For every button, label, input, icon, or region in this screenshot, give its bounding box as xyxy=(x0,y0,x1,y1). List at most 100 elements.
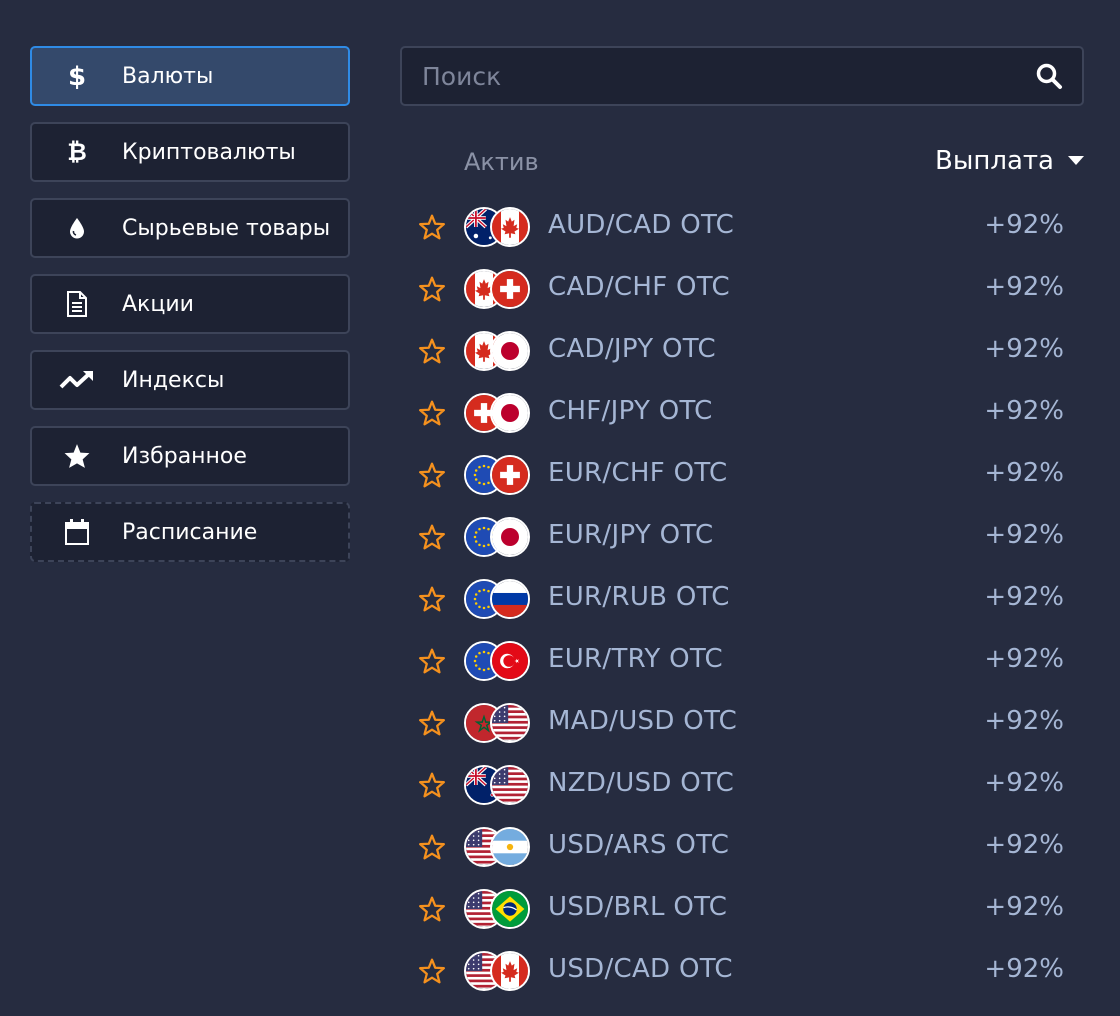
asset-payout: +92% xyxy=(984,396,1064,426)
asset-name: NZD/USD OTC xyxy=(548,768,735,798)
asset-row[interactable]: CHF/JPY OTC +92% xyxy=(400,382,1090,444)
asset-row[interactable]: MAD/USD OTC +92% xyxy=(400,692,1090,754)
asset-payout: +92% xyxy=(984,892,1064,922)
favorite-star-icon[interactable] xyxy=(418,462,446,488)
currency-pair-flags xyxy=(464,889,534,929)
star-icon xyxy=(32,443,122,469)
category-label: Расписание xyxy=(122,519,258,545)
asset-name: EUR/RUB OTC xyxy=(548,582,730,612)
asset-payout: +92% xyxy=(984,768,1064,798)
column-asset-header: Актив xyxy=(464,148,539,176)
bitcoin-icon: ₿ xyxy=(32,138,122,166)
flag-ch-icon xyxy=(490,269,530,309)
svg-text:$: $ xyxy=(68,62,86,90)
category-indices[interactable]: Индексы xyxy=(30,350,350,410)
asset-payout: +92% xyxy=(984,830,1064,860)
currency-pair-flags xyxy=(464,951,534,991)
asset-name: CAD/CHF OTC xyxy=(548,272,730,302)
asset-row[interactable]: EUR/TRY OTC +92% xyxy=(400,630,1090,692)
asset-payout: +92% xyxy=(984,582,1064,612)
category-label: Сырьевые товары xyxy=(122,215,331,241)
flag-ca-icon xyxy=(490,207,530,247)
flag-us-icon xyxy=(490,703,530,743)
currency-pair-flags xyxy=(464,765,534,805)
svg-text:₿: ₿ xyxy=(67,138,87,166)
flag-ch-icon xyxy=(490,455,530,495)
category-currencies[interactable]: $ Валюты xyxy=(30,46,350,106)
category-commodities[interactable]: Сырьевые товары xyxy=(30,198,350,258)
favorite-star-icon[interactable] xyxy=(418,276,446,302)
category-favorites[interactable]: Избранное xyxy=(30,426,350,486)
flag-br-icon xyxy=(490,889,530,929)
category-stocks[interactable]: Акции xyxy=(30,274,350,334)
payout-header-label: Выплата xyxy=(935,146,1054,176)
flag-tr-icon xyxy=(490,641,530,681)
currency-pair-flags xyxy=(464,827,534,867)
asset-list-panel: Актив Выплата AUD/CAD OTC +92% CAD/CHF OTC… xyxy=(400,46,1090,1002)
asset-name: CHF/JPY OTC xyxy=(548,396,713,426)
category-label: Криптовалюты xyxy=(122,139,296,165)
dollar-icon: $ xyxy=(32,62,122,90)
favorite-star-icon[interactable] xyxy=(418,586,446,612)
search-icon[interactable] xyxy=(1034,61,1064,91)
flag-ru-icon xyxy=(490,579,530,619)
favorite-star-icon[interactable] xyxy=(418,958,446,984)
favorite-star-icon[interactable] xyxy=(418,524,446,550)
flag-us-icon xyxy=(490,765,530,805)
asset-name: CAD/JPY OTC xyxy=(548,334,716,364)
flag-jp-icon xyxy=(490,517,530,557)
search-input[interactable] xyxy=(422,61,982,91)
currency-pair-flags xyxy=(464,517,534,557)
category-sidebar: $ Валюты ₿ Криптовалюты Сырьевые товары … xyxy=(30,46,350,578)
category-crypto[interactable]: ₿ Криптовалюты xyxy=(30,122,350,182)
currency-pair-flags xyxy=(464,641,534,681)
flag-ar-icon xyxy=(490,827,530,867)
asset-row[interactable]: USD/CAD OTC +92% xyxy=(400,940,1090,1002)
favorite-star-icon[interactable] xyxy=(418,896,446,922)
favorite-star-icon[interactable] xyxy=(418,400,446,426)
favorite-star-icon[interactable] xyxy=(418,834,446,860)
asset-row[interactable]: USD/ARS OTC +92% xyxy=(400,816,1090,878)
asset-row[interactable]: AUD/CAD OTC +92% xyxy=(400,196,1090,258)
calendar-icon xyxy=(32,518,122,546)
favorite-star-icon[interactable] xyxy=(418,710,446,736)
asset-row[interactable]: EUR/RUB OTC +92% xyxy=(400,568,1090,630)
asset-name: USD/ARS OTC xyxy=(548,830,730,860)
category-label: Индексы xyxy=(122,367,225,393)
asset-name: AUD/CAD OTC xyxy=(548,210,735,240)
document-icon xyxy=(32,290,122,318)
list-header: Актив Выплата xyxy=(400,106,1090,196)
category-label: Валюты xyxy=(122,63,214,89)
asset-row[interactable]: CAD/JPY OTC +92% xyxy=(400,320,1090,382)
asset-payout: +92% xyxy=(984,458,1064,488)
currency-pair-flags xyxy=(464,269,534,309)
asset-payout: +92% xyxy=(984,210,1064,240)
category-schedule[interactable]: Расписание xyxy=(30,502,350,562)
favorite-star-icon[interactable] xyxy=(418,338,446,364)
asset-row[interactable]: EUR/CHF OTC +92% xyxy=(400,444,1090,506)
asset-payout: +92% xyxy=(984,954,1064,984)
asset-payout: +92% xyxy=(984,334,1064,364)
asset-list: AUD/CAD OTC +92% CAD/CHF OTC +92% CAD/JPY OT… xyxy=(400,196,1090,1002)
asset-row[interactable]: NZD/USD OTC +92% xyxy=(400,754,1090,816)
asset-row[interactable]: USD/BRL OTC +92% xyxy=(400,878,1090,940)
flag-jp-icon xyxy=(490,331,530,371)
asset-payout: +92% xyxy=(984,520,1064,550)
column-payout-sort[interactable]: Выплата xyxy=(935,146,1084,176)
currency-pair-flags xyxy=(464,579,534,619)
asset-row[interactable]: CAD/CHF OTC +92% xyxy=(400,258,1090,320)
category-label: Акции xyxy=(122,291,194,317)
favorite-star-icon[interactable] xyxy=(418,648,446,674)
asset-name: EUR/CHF OTC xyxy=(548,458,728,488)
favorite-star-icon[interactable] xyxy=(418,214,446,240)
drop-icon xyxy=(32,216,122,240)
flag-jp-icon xyxy=(490,393,530,433)
asset-name: MAD/USD OTC xyxy=(548,706,738,736)
asset-name: USD/CAD OTC xyxy=(548,954,733,984)
caret-down-icon xyxy=(1068,156,1084,165)
asset-payout: +92% xyxy=(984,644,1064,674)
asset-row[interactable]: EUR/JPY OTC +92% xyxy=(400,506,1090,568)
category-label: Избранное xyxy=(122,443,247,469)
favorite-star-icon[interactable] xyxy=(418,772,446,798)
flag-ca-icon xyxy=(490,951,530,991)
